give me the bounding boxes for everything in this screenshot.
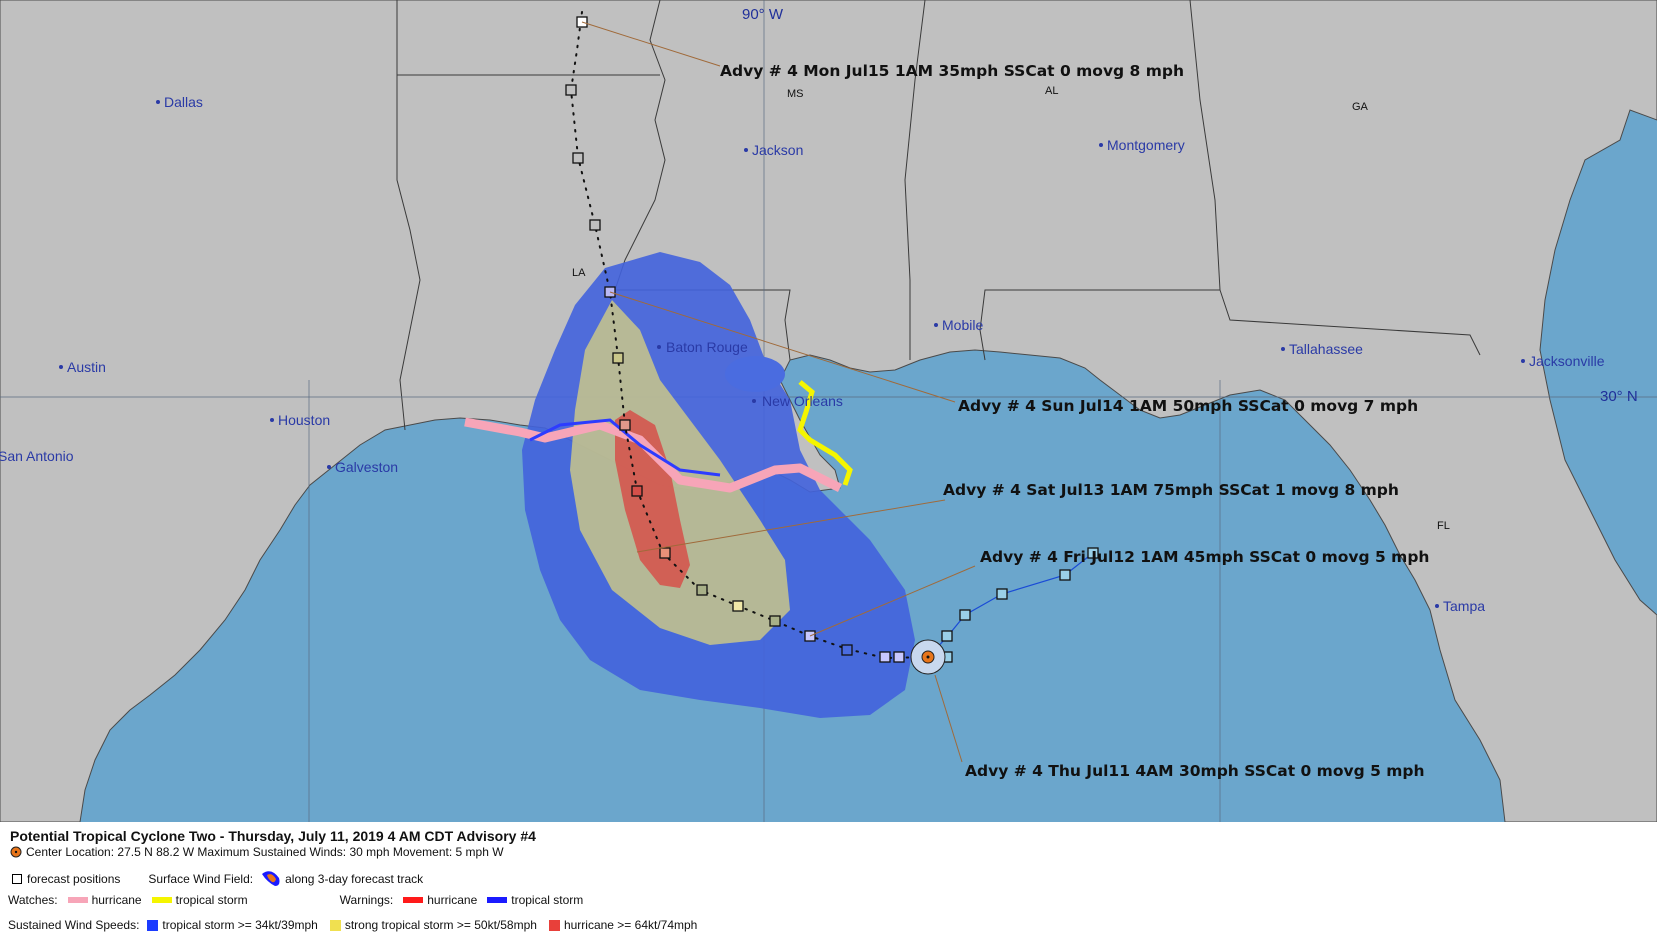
legend-along-track: along 3-day forecast track (285, 872, 424, 886)
legend-forecast-positions: forecast positions (27, 872, 121, 886)
city-tallahassee: Tallahassee (1289, 341, 1363, 357)
map-legend: Potential Tropical Cyclone Two - Thursda… (0, 822, 1657, 940)
legend-warnings-label: Warnings: (339, 893, 394, 907)
advisory-label-sat: Advy # 4 Sat Jul13 1AM 75mph SSCat 1 mov… (943, 481, 1399, 499)
advisory-label-mon: Advy # 4 Mon Jul15 1AM 35mph SSCat 0 mov… (720, 62, 1184, 80)
city-mobile: Mobile (942, 317, 983, 333)
city-san-antonio: San Antonio (0, 448, 74, 464)
strong-tropical-storm-wind-field (570, 300, 790, 645)
advisory-label-thu: Advy # 4 Thu Jul11 4AM 30mph SSCat 0 mov… (965, 762, 1425, 780)
tropical-storm-warning-segment (529, 418, 721, 477)
legend-ws-sts: strong tropical storm >= 50kt/58mph (344, 918, 537, 932)
city-dallas: Dallas (164, 94, 203, 110)
hurricane-watch-segment (464, 417, 843, 493)
forecast-positions (565, 16, 1099, 663)
state-label-fl: FL (1437, 520, 1450, 532)
legend-watches-label: Watches: (8, 893, 58, 907)
legend-center-row: Center Location: 27.5 N 88.2 W Maximum S… (10, 845, 504, 859)
state-label-al: AL (1045, 85, 1058, 97)
wind-field-icon (262, 871, 280, 886)
city-jackson: Jackson (752, 142, 803, 158)
lake-pontchartrain-warning (725, 356, 785, 392)
city-baton-rouge: Baton Rouge (666, 339, 748, 355)
hurricane-wind-swatch (548, 919, 560, 931)
city-houston: Houston (278, 412, 330, 428)
longitude-label: 90° W (742, 6, 784, 23)
legend-title: Potential Tropical Cyclone Two - Thursda… (10, 828, 536, 844)
advisory-label-sun: Advy # 4 Sun Jul14 1AM 50mph SSCat 0 mov… (958, 397, 1418, 415)
storm-center-marker (910, 639, 946, 675)
legend-warning-ts: tropical storm (511, 893, 584, 907)
city-montgomery: Montgomery (1107, 137, 1185, 153)
legend-watch-ts: tropical storm (175, 893, 248, 907)
city-markers (59, 100, 1525, 608)
city-galveston: Galveston (335, 459, 398, 475)
legend-wind-speeds-row: Sustained Wind Speeds: tropical storm >=… (8, 918, 697, 932)
city-tampa: Tampa (1443, 598, 1485, 614)
legend-surface-wind-field: Surface Wind Field: (148, 872, 254, 886)
hurricane-wind-field (615, 410, 690, 588)
state-borders (396, 0, 1481, 431)
state-label-la: LA (572, 267, 586, 279)
forecast-position-icon (12, 874, 22, 884)
hurricane-watch-swatch (67, 897, 88, 903)
legend-positions-row: forecast positions Surface Wind Field: a… (12, 868, 423, 890)
latitude-label: 30° N (1600, 388, 1638, 405)
legend-warning-hurricane: hurricane (427, 893, 478, 907)
tropical-storm-warning-swatch (487, 897, 508, 903)
gulf-coast-map: MS AL GA LA FL 90° W 30° N Dallas Jackso… (0, 0, 1657, 822)
ts-wind-swatch (147, 919, 159, 931)
sts-wind-swatch (329, 919, 341, 931)
legend-watches-warnings-row: Watches: hurricane tropical storm Warnin… (8, 893, 583, 907)
land-mass (0, 0, 1657, 822)
legend-center-text: Center Location: 27.5 N 88.2 W Maximum S… (26, 845, 504, 859)
city-austin: Austin (67, 359, 106, 375)
legend-sustained-label: Sustained Wind Speeds: (8, 918, 140, 932)
tropical-storm-watch-swatch (151, 897, 172, 903)
hurricane-warning-swatch (403, 897, 424, 903)
state-label-ms: MS (787, 88, 804, 100)
legend-ws-ts: tropical storm >= 34kt/39mph (162, 918, 318, 932)
city-jacksonville: Jacksonville (1529, 353, 1605, 369)
legend-ws-hurricane: hurricane >= 64kt/74mph (563, 918, 698, 932)
city-new-orleans: New Orleans (762, 393, 843, 409)
tropical-storm-watch-segment (797, 380, 853, 486)
legend-watch-hurricane: hurricane (91, 893, 142, 907)
center-location-icon (10, 846, 22, 858)
advisory-label-fri: Advy # 4 Fri Jul12 1AM 45mph SSCat 0 mov… (980, 548, 1429, 566)
state-label-ga: GA (1352, 101, 1369, 113)
advisory-leader-lines (581, 21, 976, 763)
